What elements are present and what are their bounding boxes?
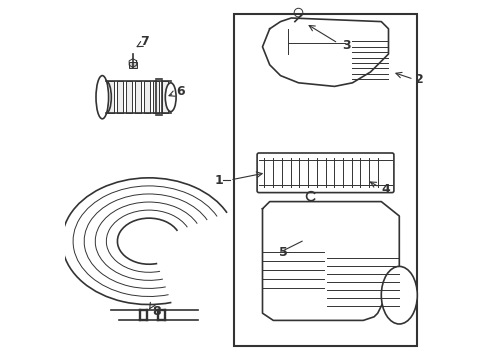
Text: 7: 7 [140, 35, 148, 48]
Text: 6: 6 [176, 85, 184, 98]
Text: 3: 3 [341, 39, 349, 51]
Ellipse shape [101, 81, 111, 113]
FancyBboxPatch shape [257, 153, 393, 193]
Text: 8: 8 [152, 305, 161, 318]
Bar [162, 81, 168, 113]
Bar [125, 81, 132, 113]
Bar [152, 81, 159, 113]
Bar [134, 81, 141, 113]
Bar [107, 81, 114, 113]
Text: 5: 5 [278, 246, 287, 258]
Bar [143, 81, 150, 113]
Ellipse shape [165, 83, 176, 112]
Bar [117, 81, 123, 113]
Bar [233, 14, 416, 346]
Ellipse shape [381, 266, 416, 324]
Polygon shape [262, 202, 399, 320]
Text: 2: 2 [415, 73, 424, 86]
Ellipse shape [96, 76, 108, 119]
Bar [128, 62, 137, 68]
Text: 4: 4 [381, 183, 389, 195]
Text: 1: 1 [214, 174, 223, 186]
